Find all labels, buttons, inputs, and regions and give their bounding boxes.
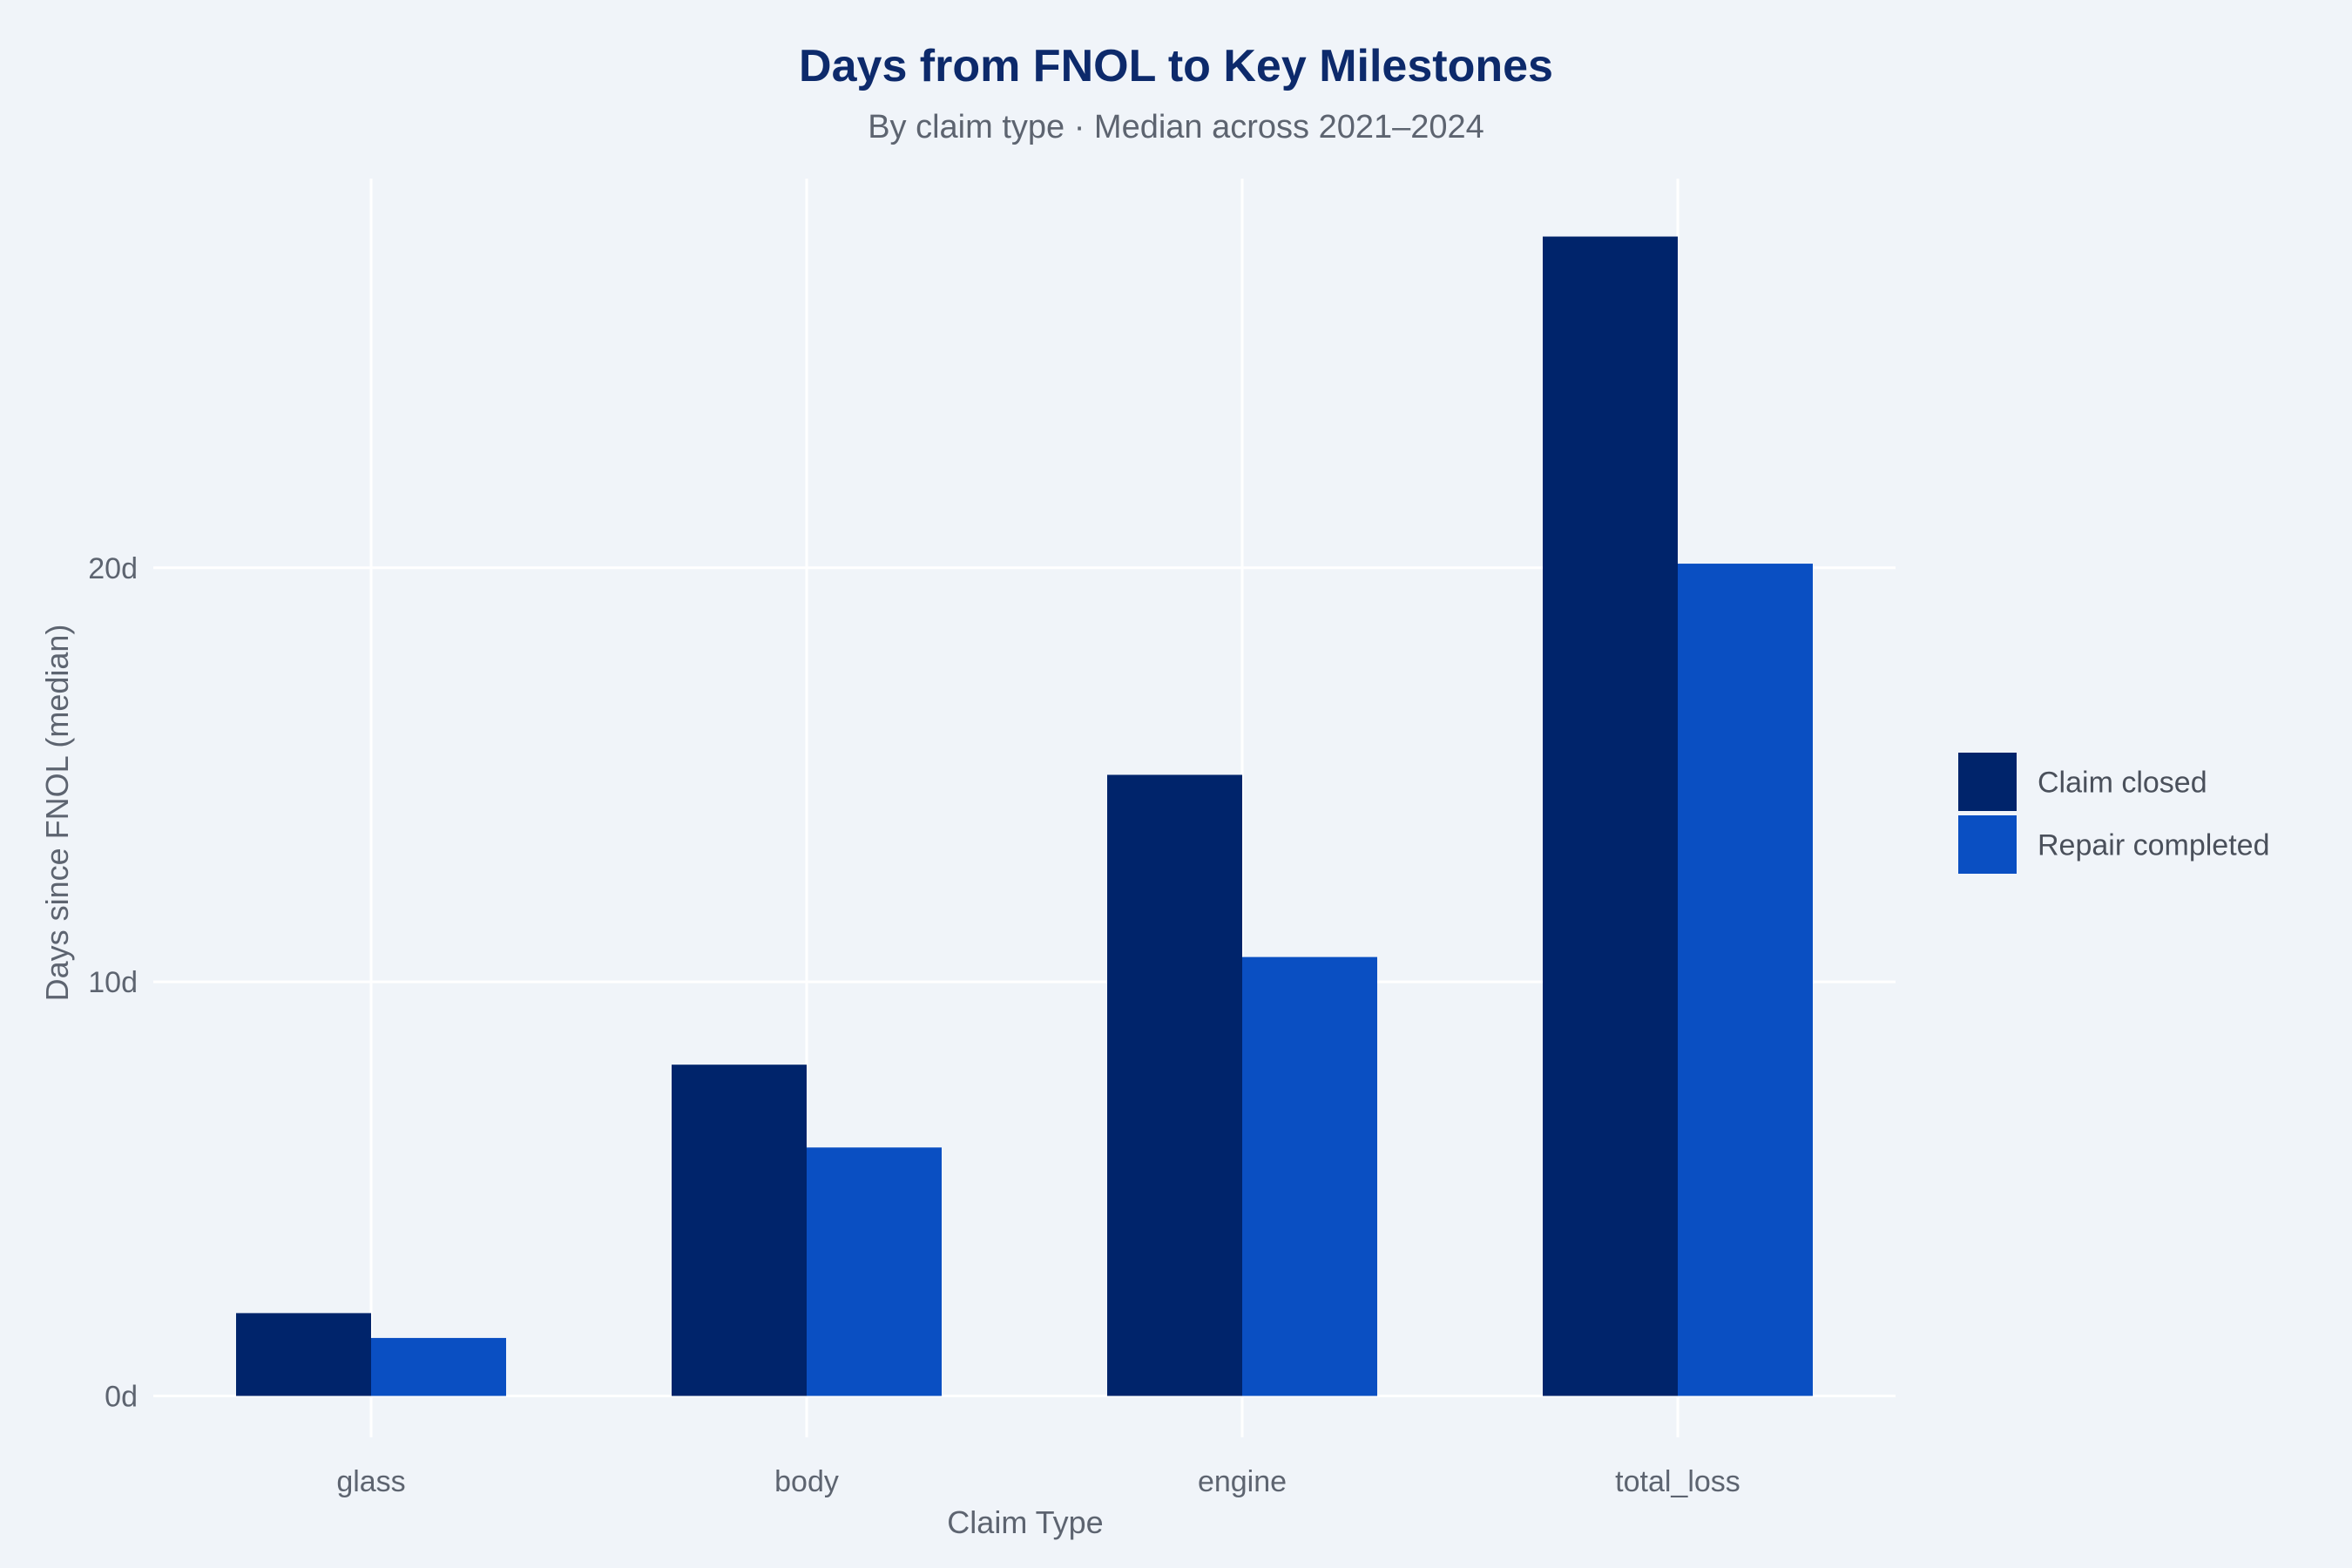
chart-subtitle: By claim type · Median across 2021–2024: [868, 109, 1484, 145]
legend: Claim closed Repair completed: [1958, 753, 2269, 874]
bar-engine-claim-closed: [1107, 774, 1242, 1396]
x-tick-label-glass: glass: [336, 1465, 405, 1498]
y-tick-label-10: 10d: [88, 966, 138, 999]
bar-glass-claim-closed: [236, 1313, 371, 1396]
bar-body-claim-closed: [672, 1064, 807, 1396]
y-tick-label-0: 0d: [105, 1380, 138, 1413]
legend-swatch-claim-closed: [1958, 753, 2017, 811]
bar-body-repair-completed: [807, 1147, 942, 1396]
x-tick-label-body: body: [774, 1465, 839, 1498]
bar-total_loss-claim-closed: [1543, 236, 1678, 1396]
x-axis-title: Claim Type: [947, 1504, 1103, 1540]
legend-label-claim-closed: Claim closed: [2038, 767, 2207, 800]
y-tick-label-20: 20d: [88, 552, 138, 585]
x-tick-label-engine: engine: [1198, 1465, 1287, 1498]
y-axis-title: Days since FNOL (median): [39, 625, 75, 1002]
tick-labels: 0d 10d 20d glass body engine total_loss: [88, 552, 1740, 1498]
legend-swatch-repair-completed: [1958, 815, 2017, 874]
legend-label-repair-completed: Repair completed: [2038, 829, 2269, 862]
bars: [236, 236, 1813, 1396]
chart-title: Days from FNOL to Key Milestones: [799, 41, 1553, 91]
bar-glass-repair-completed: [371, 1337, 506, 1396]
bar-engine-repair-completed: [1242, 956, 1377, 1396]
bar-total_loss-repair-completed: [1678, 564, 1813, 1396]
x-tick-label-total_loss: total_loss: [1615, 1465, 1740, 1498]
